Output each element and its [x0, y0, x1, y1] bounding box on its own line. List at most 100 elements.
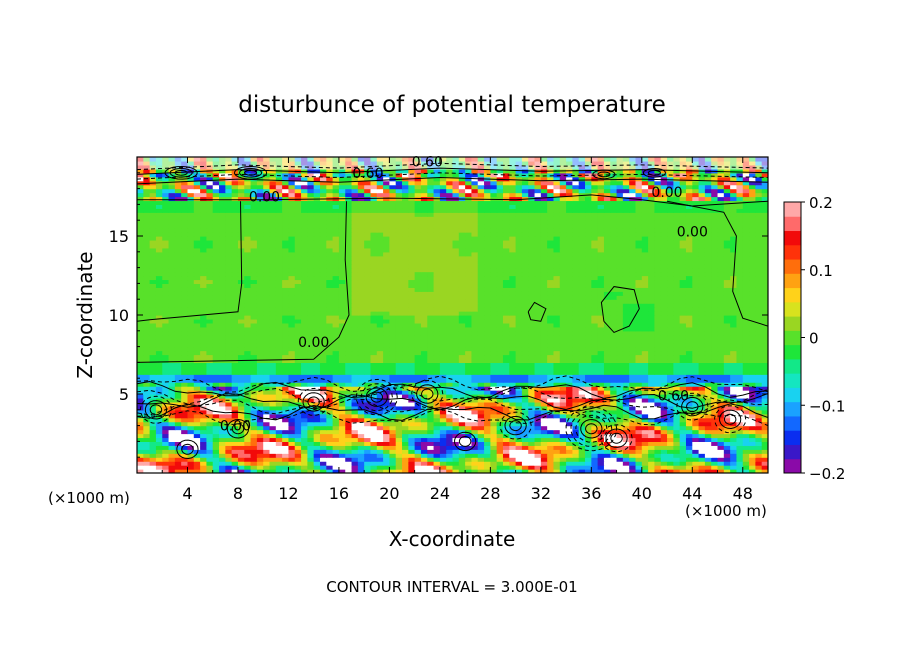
heatmap-cell: [673, 295, 681, 300]
heatmap-cell: [376, 374, 384, 379]
heatmap-cell: [439, 386, 447, 391]
heatmap-cell: [219, 362, 226, 367]
heatmap-cell: [496, 322, 504, 328]
heatmap-cell: [376, 275, 384, 281]
heatmap-cell: [383, 441, 390, 446]
heatmap-cell: [250, 401, 258, 407]
heatmap-cell: [332, 299, 340, 304]
heatmap-cell: [749, 461, 756, 466]
heatmap-cell: [490, 275, 498, 281]
heatmap-cell: [414, 346, 422, 352]
heatmap-cell: [408, 405, 416, 411]
heatmap-cell: [143, 350, 151, 356]
heatmap-cell: [376, 318, 384, 324]
heatmap-cell: [244, 346, 252, 352]
heatmap-cell: [200, 275, 208, 281]
heatmap-cell: [749, 338, 756, 344]
heatmap-cell: [338, 390, 346, 395]
heatmap-cell: [660, 322, 668, 328]
heatmap-cell: [471, 350, 479, 356]
heatmap-cell: [319, 449, 327, 454]
heatmap-cell: [572, 378, 580, 383]
heatmap-cell: [219, 417, 226, 423]
heatmap-cell: [578, 417, 586, 423]
heatmap-cell: [420, 445, 428, 450]
heatmap-cell: [181, 461, 189, 466]
heatmap-cell: [749, 425, 756, 431]
heatmap-cell: [225, 469, 233, 473]
heatmap-cell: [749, 469, 756, 473]
heatmap-cell: [692, 275, 700, 281]
heatmap-cell: [168, 334, 176, 340]
heatmap-cell: [685, 394, 693, 399]
heatmap-cell: [692, 413, 700, 419]
heatmap-cell: [263, 429, 271, 435]
heatmap-cell: [654, 295, 662, 300]
heatmap-cell: [698, 413, 706, 419]
heatmap-cell: [225, 315, 233, 320]
heatmap-cell: [572, 330, 580, 336]
heatmap-cell: [717, 386, 725, 391]
heatmap-cell: [143, 358, 151, 363]
heatmap-cell: [585, 394, 592, 399]
heatmap-cell: [376, 457, 384, 462]
heatmap-cell: [603, 390, 611, 395]
heatmap-cell: [187, 287, 195, 292]
heatmap-cell: [692, 441, 700, 446]
heatmap-cell: [553, 326, 561, 332]
heatmap-cell: [181, 401, 189, 407]
heatmap-cell: [585, 413, 592, 419]
heatmap-cell: [616, 295, 624, 300]
heatmap-cell: [736, 441, 744, 446]
heatmap-cell: [225, 429, 233, 435]
heatmap-cell: [540, 279, 548, 284]
heatmap-cell: [351, 295, 359, 300]
heatmap-cell: [420, 425, 428, 431]
heatmap-cell: [143, 303, 151, 308]
heatmap-cell: [439, 370, 447, 375]
heatmap-cell: [250, 334, 258, 340]
heatmap-cell: [275, 283, 283, 288]
heatmap-cell: [458, 279, 466, 284]
heatmap-cell: [578, 413, 586, 419]
heatmap-cell: [698, 326, 706, 332]
heatmap-cell: [528, 433, 536, 439]
heatmap-cell: [446, 283, 454, 288]
heatmap-cell: [717, 394, 725, 399]
heatmap-cell: [364, 299, 372, 304]
heatmap-cell: [496, 362, 504, 367]
heatmap-cell: [692, 445, 700, 450]
heatmap-cell: [143, 311, 151, 316]
heatmap-cell: [673, 279, 681, 284]
heatmap-cell: [256, 437, 264, 442]
heatmap-cell: [193, 358, 201, 363]
heatmap-cell: [263, 397, 271, 403]
heatmap-cell: [540, 429, 548, 435]
heatmap-cell: [345, 342, 353, 348]
heatmap-cell: [755, 453, 763, 458]
heatmap-cell: [408, 366, 416, 371]
heatmap-cell: [736, 417, 744, 423]
heatmap-cell: [155, 358, 163, 363]
heatmap-cell: [490, 453, 498, 458]
heatmap-cell: [654, 354, 662, 360]
heatmap-cell: [534, 382, 542, 387]
heatmap-cell: [219, 303, 226, 308]
heatmap-cell: [351, 275, 359, 281]
heatmap-cell: [376, 370, 384, 375]
heatmap-cell: [484, 425, 491, 431]
heatmap-cell: [484, 457, 491, 462]
heatmap-cell: [433, 311, 441, 316]
heatmap-cell: [395, 374, 403, 379]
heatmap-cell: [629, 465, 637, 470]
heatmap-cell: [603, 445, 611, 450]
heatmap-cell: [509, 279, 517, 284]
heatmap-cell: [502, 338, 510, 344]
heatmap-cell: [383, 425, 390, 431]
heatmap-cell: [635, 417, 643, 423]
heatmap-cell: [288, 303, 296, 308]
heatmap-cell: [597, 374, 605, 379]
heatmap-cell: [219, 315, 226, 320]
heatmap-cell: [288, 441, 296, 446]
heatmap-cell: [654, 346, 662, 352]
